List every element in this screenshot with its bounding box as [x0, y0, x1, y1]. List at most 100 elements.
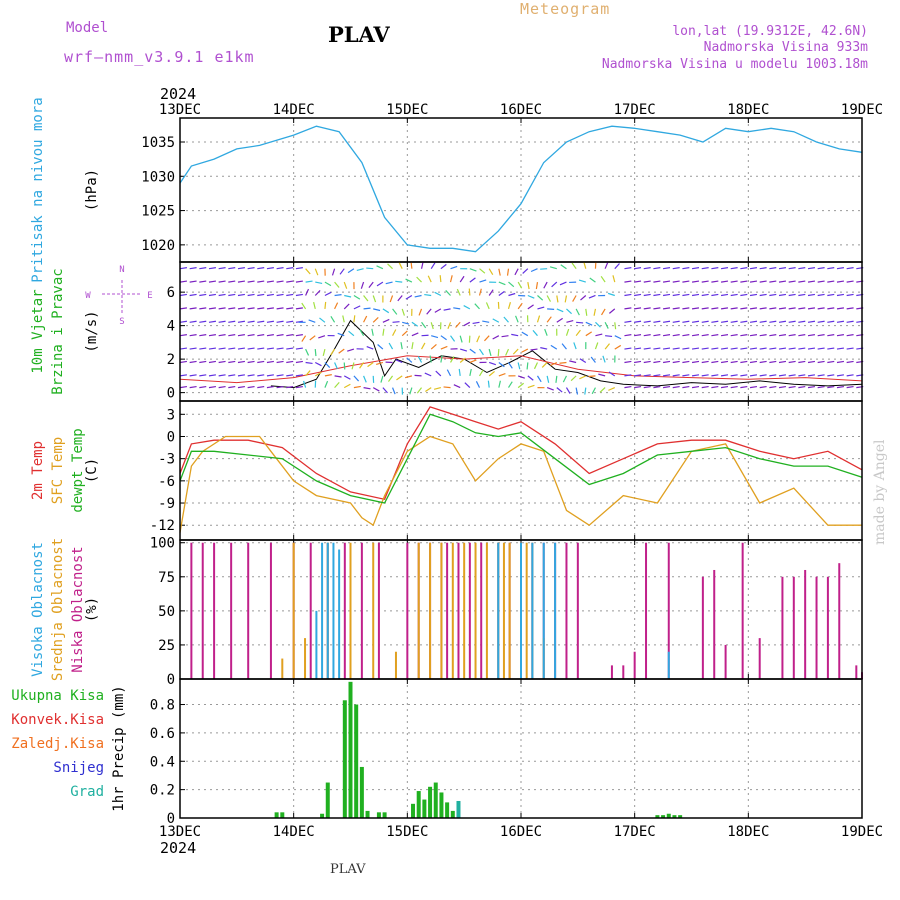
- wind-arrow: [440, 263, 447, 270]
- wind-arrow: [798, 374, 806, 377]
- wind-arrow: [579, 375, 587, 380]
- bar: [354, 704, 359, 818]
- wind-arrow: [798, 320, 806, 323]
- wind-arrow: [257, 320, 265, 323]
- y-tick-label: 3: [167, 407, 175, 423]
- y-axis-label: SFC Temp: [50, 437, 66, 504]
- precip-legend-label: Konvek.Kisa: [11, 712, 104, 728]
- panel-temperature: -12 -9 -6 -3 0 3 2m Temp SFC Temp dewpt Temp(C): [30, 400, 863, 541]
- compass-label: W: [85, 291, 91, 301]
- y-axis-label: dewpt Temp: [70, 428, 86, 512]
- wind-arrow: [682, 280, 690, 283]
- wind-arrow: [846, 293, 854, 297]
- y-axis-label: Brzina i Pravac: [50, 268, 66, 394]
- wind-arrow: [469, 277, 476, 283]
- wind-arrow: [343, 375, 351, 380]
- y-tick-label: 0: [167, 811, 175, 827]
- wind-arrow: [691, 347, 700, 350]
- top-time-tick-label: 17DEC: [614, 102, 656, 118]
- wind-arrow: [769, 307, 777, 310]
- wind-arrow: [208, 347, 216, 350]
- wind-arrow: [749, 320, 758, 323]
- wind-arrow: [199, 374, 207, 377]
- wind-arrow: [247, 280, 255, 283]
- wind-arrow: [662, 334, 671, 337]
- wind-arrow: [604, 343, 610, 350]
- wind-arrow: [653, 280, 661, 283]
- wind-arrow: [440, 345, 448, 350]
- wind-arrow: [199, 293, 207, 297]
- wind-arrow: [740, 307, 748, 310]
- wind-arrow: [749, 267, 758, 270]
- wind-arrow: [807, 347, 816, 350]
- wind-arrow: [778, 385, 787, 389]
- wind-arrow: [507, 381, 513, 388]
- wind-arrow: [662, 347, 671, 350]
- y-tick-label: 6: [167, 285, 175, 301]
- wind-arrow: [417, 356, 423, 363]
- wind-arrow: [330, 316, 336, 323]
- wind-arrow: [517, 281, 523, 289]
- wind-arrow: [380, 375, 384, 383]
- wind-arrow: [730, 307, 738, 310]
- bar: [343, 542, 346, 679]
- wind-arrow: [634, 374, 642, 377]
- wind-arrow: [199, 320, 207, 323]
- wind-arrow: [463, 305, 471, 310]
- bar: [792, 576, 795, 679]
- y-tick-label: -6: [158, 474, 175, 490]
- wind-arrow: [228, 307, 236, 310]
- wind-arrow: [550, 344, 558, 350]
- wind-arrow: [189, 374, 197, 377]
- bar: [758, 638, 761, 679]
- wind-arrow: [672, 385, 680, 389]
- wind-arrow: [266, 347, 274, 350]
- wind-arrow: [588, 375, 596, 378]
- wind-arrow: [607, 292, 615, 297]
- y-tick-label: -9: [158, 496, 175, 512]
- wind-arrow: [720, 385, 729, 389]
- wind-arrow: [376, 361, 384, 366]
- wind-arrow: [218, 385, 226, 389]
- wind-arrow: [551, 281, 558, 288]
- wind-speed-line: [270, 319, 863, 389]
- wind-arrow: [257, 267, 265, 270]
- wind-arrow: [314, 371, 322, 377]
- wind-arrow: [608, 308, 616, 314]
- wind-arrow: [314, 268, 319, 276]
- wind-arrow: [228, 374, 236, 377]
- compass-label: E: [147, 291, 152, 301]
- wind-arrow: [614, 335, 622, 340]
- top-time-tick-label: 14DEC: [273, 102, 315, 118]
- bar: [247, 542, 250, 679]
- bar: [338, 549, 341, 679]
- wind-arrow: [237, 334, 245, 337]
- wind-arrow: [237, 293, 245, 297]
- wind-arrow: [276, 334, 284, 337]
- bar: [348, 681, 353, 818]
- wind-arrow: [431, 335, 439, 339]
- bar: [508, 542, 511, 679]
- wind-arrow: [846, 307, 854, 310]
- wind-arrow: [338, 348, 345, 354]
- wind-arrow: [549, 266, 557, 270]
- wind-arrow: [488, 289, 494, 296]
- wind-arrow: [266, 320, 274, 323]
- wind-arrow: [301, 335, 307, 342]
- wind-arrow: [416, 387, 423, 394]
- wind-arrow: [643, 360, 651, 364]
- wind-arrow: [817, 360, 825, 364]
- wind-arrow: [459, 275, 465, 283]
- wind-arrow: [351, 362, 355, 370]
- wind-arrow: [382, 318, 390, 323]
- wind-arrow: [701, 334, 709, 337]
- wind-arrow: [711, 307, 719, 310]
- wind-arrow: [691, 293, 700, 297]
- y-tick-label: 1030: [141, 169, 175, 185]
- bar: [274, 812, 279, 818]
- wind-arrow: [199, 267, 207, 270]
- wind-arrow: [807, 280, 816, 283]
- wind-arrow: [458, 368, 461, 376]
- wind-arrow: [392, 308, 398, 315]
- meteogram-label: Meteogram: [520, 0, 611, 18]
